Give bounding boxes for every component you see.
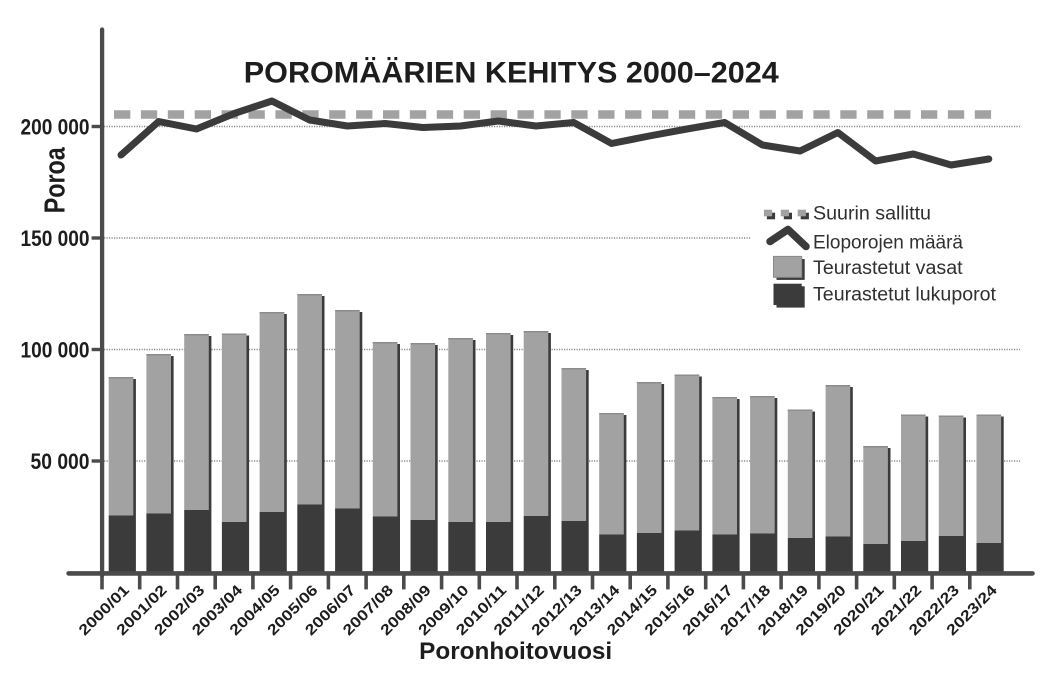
svg-text:50 000: 50 000 — [31, 449, 90, 474]
svg-text:200 000: 200 000 — [21, 115, 90, 140]
svg-text:Poroa: Poroa — [40, 147, 72, 214]
svg-text:150 000: 150 000 — [21, 226, 90, 251]
svg-text:Teurastetut vasat: Teurastetut vasat — [813, 258, 963, 279]
svg-text:Suurin sallittu: Suurin sallittu — [813, 204, 931, 225]
svg-text:Eloporojen määrä: Eloporojen määrä — [813, 233, 963, 254]
svg-text:POROMÄÄRIEN KEHITYS 2000–2024: POROMÄÄRIEN KEHITYS 2000–2024 — [244, 56, 779, 89]
svg-text:Poronhoitovuosi: Poronhoitovuosi — [419, 638, 612, 665]
svg-text:Teurastetut lukuporot: Teurastetut lukuporot — [813, 284, 997, 305]
svg-text:100 000: 100 000 — [21, 338, 90, 363]
